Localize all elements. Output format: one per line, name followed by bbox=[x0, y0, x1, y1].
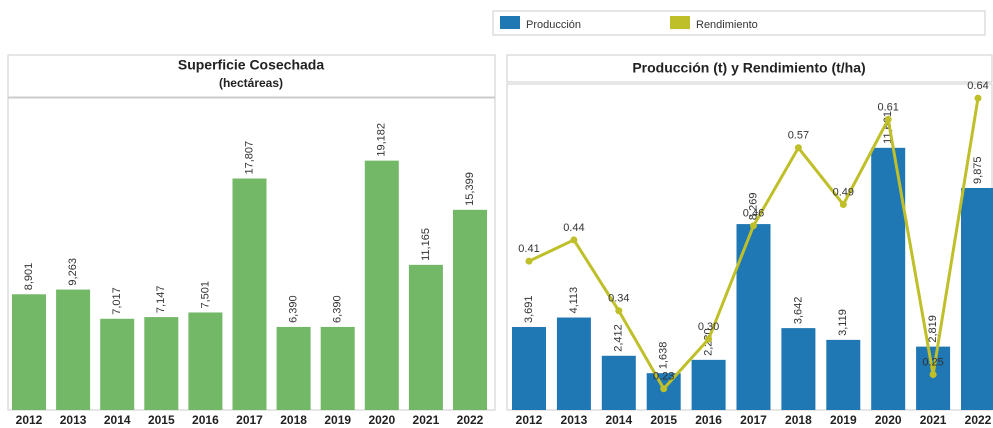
data-label: 6,390 bbox=[288, 295, 300, 323]
data-label: 7,017 bbox=[111, 287, 123, 315]
data-label: 0.49 bbox=[833, 186, 854, 198]
bar bbox=[144, 317, 179, 410]
bar bbox=[364, 160, 399, 410]
x-tick-label: 2013 bbox=[561, 413, 588, 427]
data-label: 0.23 bbox=[653, 371, 674, 383]
x-tick-label: 2022 bbox=[457, 413, 484, 427]
x-tick-label: 2018 bbox=[280, 413, 307, 427]
x-tick-label: 2012 bbox=[16, 413, 43, 427]
line-point bbox=[929, 371, 937, 379]
data-label: 2,412 bbox=[613, 324, 625, 352]
line-point bbox=[525, 257, 533, 265]
line-point bbox=[839, 200, 847, 208]
legend-swatch bbox=[670, 16, 690, 29]
data-label: 0.61 bbox=[877, 101, 898, 113]
bar bbox=[408, 264, 443, 410]
x-tick-label: 2017 bbox=[236, 413, 263, 427]
data-label: 0.46 bbox=[743, 208, 764, 220]
x-tick-label: 2018 bbox=[785, 413, 812, 427]
bar bbox=[556, 317, 591, 410]
x-tick-label: 2019 bbox=[324, 413, 351, 427]
line-point bbox=[660, 385, 668, 393]
bar bbox=[601, 355, 636, 410]
bar bbox=[188, 312, 223, 410]
bar bbox=[320, 326, 355, 410]
bar bbox=[826, 339, 861, 410]
chart-subtitle: (hectáreas) bbox=[219, 76, 283, 90]
x-tick-label: 2021 bbox=[413, 413, 440, 427]
legend-label: Producción bbox=[526, 19, 581, 31]
data-label: 0.25 bbox=[922, 356, 943, 368]
data-label: 19,182 bbox=[376, 123, 388, 157]
bar bbox=[512, 327, 546, 410]
data-label: 6,390 bbox=[332, 295, 344, 323]
data-label: 8,901 bbox=[23, 263, 35, 291]
bar bbox=[276, 326, 311, 410]
legend-label: Rendimiento bbox=[696, 19, 758, 31]
data-label: 4,113 bbox=[568, 287, 580, 314]
x-tick-label: 2015 bbox=[148, 413, 175, 427]
chart-title: Superficie Cosechada bbox=[178, 57, 324, 73]
bar bbox=[916, 346, 951, 410]
data-label: 7,147 bbox=[155, 286, 167, 314]
x-tick-label: 2020 bbox=[875, 413, 902, 427]
bar bbox=[232, 178, 267, 410]
data-label: 0.30 bbox=[698, 321, 719, 333]
line-point bbox=[615, 307, 623, 315]
x-tick-label: 2013 bbox=[60, 413, 87, 427]
data-label: 17,807 bbox=[243, 141, 255, 175]
bar bbox=[100, 318, 135, 410]
data-label: 9,875 bbox=[972, 156, 984, 184]
data-label: 3,691 bbox=[523, 295, 535, 323]
data-label: 0.64 bbox=[967, 80, 988, 92]
legend-box bbox=[492, 10, 986, 36]
data-label: 11,165 bbox=[420, 228, 432, 261]
bar bbox=[691, 359, 726, 410]
data-label: 0.44 bbox=[563, 222, 584, 234]
title-box bbox=[7, 54, 496, 98]
data-label: 8,269 bbox=[747, 193, 759, 221]
x-tick-label: 2021 bbox=[920, 413, 947, 427]
bar bbox=[961, 187, 993, 410]
data-label: 0.41 bbox=[518, 243, 539, 255]
data-label: 3,642 bbox=[792, 297, 804, 325]
x-tick-label: 2014 bbox=[605, 413, 632, 427]
data-label: 0.34 bbox=[608, 293, 629, 305]
data-label: 2,819 bbox=[927, 315, 939, 343]
line-point bbox=[750, 222, 757, 230]
line-point bbox=[974, 94, 982, 102]
legend-swatch bbox=[500, 16, 520, 29]
x-tick-label: 2016 bbox=[192, 413, 219, 427]
x-tick-label: 2022 bbox=[965, 413, 992, 427]
line-point bbox=[884, 115, 892, 123]
x-tick-label: 2016 bbox=[695, 413, 722, 427]
data-label: 3,119 bbox=[837, 309, 849, 336]
line-point bbox=[794, 144, 802, 152]
line-point bbox=[570, 236, 578, 244]
bar bbox=[781, 328, 816, 410]
bar bbox=[12, 294, 46, 410]
x-tick-label: 2019 bbox=[830, 413, 857, 427]
x-tick-label: 2017 bbox=[740, 413, 767, 427]
x-tick-label: 2015 bbox=[650, 413, 677, 427]
title-box bbox=[506, 54, 993, 83]
line-point bbox=[705, 335, 713, 343]
data-label: 15,399 bbox=[464, 172, 476, 206]
bar bbox=[56, 289, 91, 410]
chart-title: Producción (t) y Rendimiento (t/ha) bbox=[632, 60, 865, 76]
data-label: 7,501 bbox=[199, 281, 211, 309]
x-tick-label: 2020 bbox=[368, 413, 395, 427]
data-label: 9,263 bbox=[67, 258, 79, 286]
data-label: 1,638 bbox=[658, 342, 670, 370]
data-label: 0.57 bbox=[788, 130, 809, 142]
x-tick-label: 2012 bbox=[516, 413, 543, 427]
bar bbox=[453, 209, 487, 410]
x-tick-label: 2014 bbox=[104, 413, 131, 427]
